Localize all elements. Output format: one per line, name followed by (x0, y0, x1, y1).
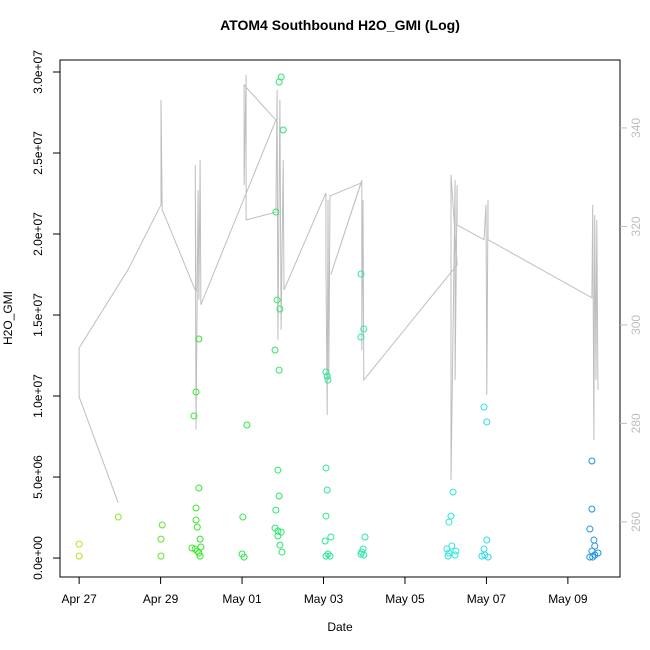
y2-tick-label: 260 (629, 512, 643, 532)
data-point (478, 552, 486, 560)
x-tick-label: May 05 (385, 592, 425, 606)
data-line (78, 74, 599, 503)
data-point (114, 513, 122, 521)
data-point (322, 512, 330, 520)
data-point (157, 535, 165, 543)
data-point (448, 542, 456, 550)
data-point (190, 412, 198, 420)
y-tick-label: 5.0e+06 (31, 455, 45, 499)
data-point (357, 270, 365, 278)
data-point (196, 552, 204, 560)
data-point (445, 549, 453, 557)
y-tick-label: 0.0e+00 (31, 536, 45, 580)
data-point (75, 552, 83, 560)
data-point (275, 492, 283, 500)
data-point (158, 521, 166, 529)
data-point (195, 549, 203, 557)
data-point (361, 533, 369, 541)
data-point (483, 536, 491, 544)
data-point (322, 368, 330, 376)
data-point (594, 549, 602, 557)
data-point (357, 333, 365, 341)
data-point (75, 540, 83, 548)
data-point (451, 551, 459, 559)
y-tick-label: 2.5e+07 (31, 131, 45, 175)
data-point (195, 335, 203, 343)
x-tick-label: May 07 (467, 592, 507, 606)
data-point (272, 208, 280, 216)
data-point (323, 372, 331, 380)
data-point (239, 513, 247, 521)
data-point (452, 547, 460, 555)
data-point (279, 126, 287, 134)
data-point (589, 553, 597, 561)
x-tick-label: Apr 27 (61, 592, 97, 606)
data-point (197, 543, 205, 551)
data-point (272, 506, 280, 514)
data-point (192, 388, 200, 396)
data-point (588, 457, 596, 465)
data-point (323, 486, 331, 494)
y-tick-label: 1.0e+07 (31, 374, 45, 418)
x-tick-label: Apr 29 (143, 592, 179, 606)
data-point (321, 537, 329, 545)
data-point (445, 518, 453, 526)
x-axis-label: Date (327, 620, 353, 634)
data-point (275, 366, 283, 374)
data-point (327, 533, 335, 541)
data-point (444, 552, 452, 560)
data-point (483, 418, 491, 426)
y-tick-label: 1.5e+07 (31, 293, 45, 337)
data-point (195, 484, 203, 492)
data-point (324, 550, 332, 558)
data-point (326, 552, 334, 560)
data-point (276, 305, 284, 313)
x-tick-label: May 09 (548, 592, 588, 606)
data-point (276, 541, 284, 549)
data-point (322, 464, 330, 472)
data-point (271, 346, 279, 354)
y2-tick-label: 320 (629, 216, 643, 236)
data-point (278, 548, 286, 556)
data-point (480, 403, 488, 411)
data-point (449, 488, 457, 496)
data-point (243, 421, 251, 429)
y2-tick-label: 300 (629, 315, 643, 335)
y2-tick-label: 280 (629, 413, 643, 433)
data-point (277, 73, 285, 81)
y-axis-label: H2O_GMI (1, 291, 15, 345)
data-point (188, 544, 196, 552)
data-point (588, 505, 596, 513)
data-point (273, 296, 281, 304)
data-point (193, 523, 201, 531)
data-point (192, 504, 200, 512)
chart-title: ATOM4 Southbound H2O_GMI (Log) (220, 17, 460, 33)
data-point (274, 466, 282, 474)
y-tick-label: 3.0e+07 (31, 50, 45, 94)
data-point (360, 325, 368, 333)
data-point (196, 535, 204, 543)
data-point (586, 525, 594, 533)
data-point (238, 550, 246, 558)
data-point (274, 532, 282, 540)
y-tick-label: 2.0e+07 (31, 212, 45, 256)
y2-tick-label: 340 (629, 118, 643, 138)
x-tick-label: May 03 (304, 592, 344, 606)
data-point (322, 552, 330, 560)
data-point (192, 516, 200, 524)
data-point (157, 552, 165, 560)
data-point (274, 527, 282, 535)
data-point (447, 512, 455, 520)
plot-frame (59, 59, 621, 578)
data-point (586, 553, 594, 561)
data-point (357, 550, 365, 558)
x-tick-label: May 01 (222, 592, 262, 606)
data-point (324, 376, 332, 384)
